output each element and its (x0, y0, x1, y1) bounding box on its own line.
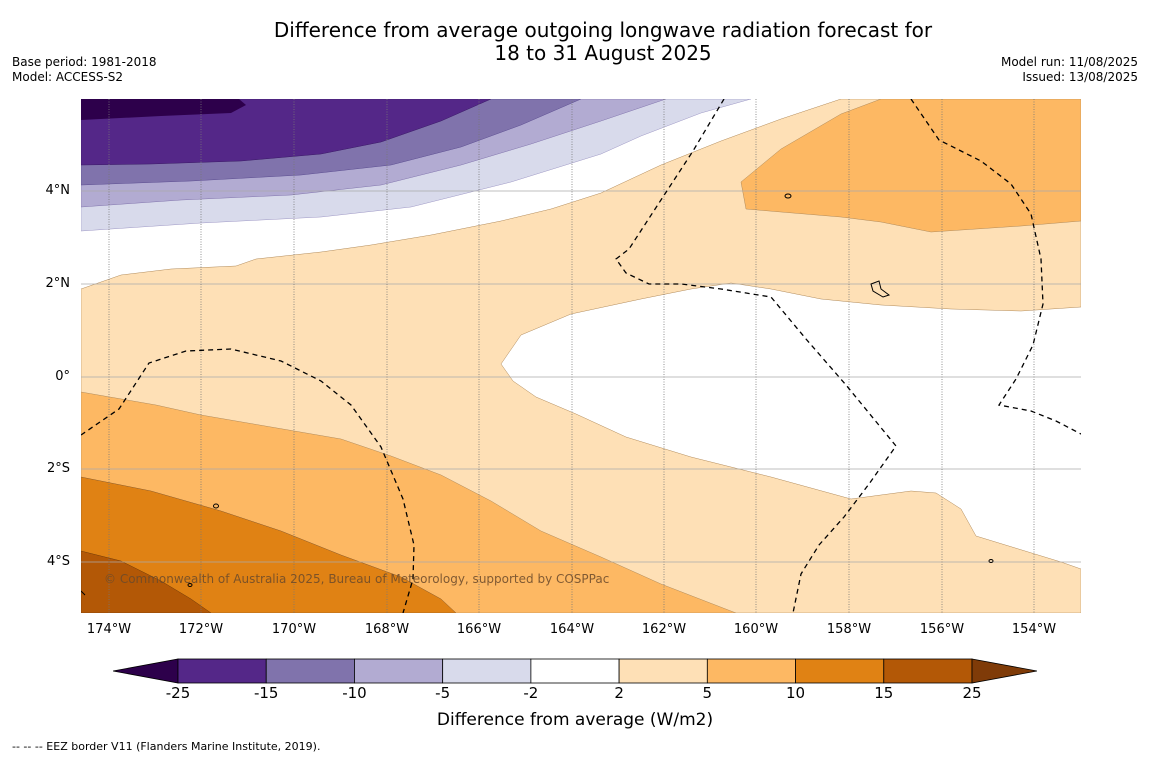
copyright-text: © Commonwealth of Australia 2025, Bureau… (104, 572, 610, 586)
island-a (784, 193, 792, 199)
meta-right: Model run: 11/08/2025 Issued: 13/08/2025 (1001, 55, 1138, 85)
latitude-gridlines (81, 190, 1081, 563)
colorbar-tick-label: -15 (253, 684, 279, 702)
colorbar-tick-label: -5 (435, 684, 451, 702)
colorbar-bin (442, 658, 532, 684)
island-f (187, 583, 193, 587)
colorbar-tick-label: 2 (614, 684, 624, 702)
colorbar-tick-label: -10 (342, 684, 367, 702)
island-e (81, 590, 86, 596)
meta-left: Base period: 1981-2018 Model: ACCESS-S2 (12, 55, 157, 85)
issued-text: Issued: 13/08/2025 (1022, 70, 1138, 84)
colorbar-tick-label: 15 (874, 684, 894, 702)
lon-label-170w: 170°W (271, 622, 317, 637)
lon-label-158w: 158°W (826, 622, 872, 637)
eez-borders (81, 99, 1081, 613)
colorbar-tick-label: 10 (786, 684, 806, 702)
region-10-to-15 (81, 476, 457, 613)
region-15-to-25 (81, 550, 212, 613)
colorbar-under-triangle (112, 658, 179, 684)
map-panel (81, 99, 1081, 613)
lon-label-162w: 162°W (641, 622, 687, 637)
colorbar-label: Difference from average (W/m2) (436, 710, 714, 730)
model-run-text: Model run: 11/08/2025 (1000, 55, 1138, 69)
colorbar-tick-label: -2 (523, 684, 539, 702)
colorbar-bin (265, 658, 355, 684)
colorbar-svg (112, 658, 1038, 684)
colorbar-bin (177, 658, 267, 684)
colorbar-bins (177, 658, 973, 684)
region-below-minus25 (81, 99, 246, 120)
colorbar-bin (618, 658, 708, 684)
map-title-line1: Difference from average outgoing longwav… (273, 18, 933, 42)
lon-label-160w: 160°W (733, 622, 779, 637)
colorbar-over-triangle (971, 658, 1038, 684)
longitude-gridlines (108, 99, 1035, 613)
lat-label-2s: 2°S (46, 461, 70, 476)
colorbar-bin (354, 658, 444, 684)
colorbar-bin (883, 658, 973, 684)
model-text: Model: ACCESS-S2 (12, 70, 124, 84)
map-title: Difference from average outgoing longwav… (0, 19, 1150, 65)
colorbar (112, 658, 1038, 684)
lon-label-164w: 164°W (549, 622, 595, 637)
island-outlines (81, 193, 994, 596)
map-svg (81, 99, 1081, 613)
lon-label-156w: 156°W (919, 622, 965, 637)
colorbar-tick-label: 5 (702, 684, 713, 702)
eez-border-west (81, 348, 415, 613)
region-5-to-10-northeast (740, 99, 1081, 233)
eez-border-center (615, 99, 897, 613)
lon-label-174w: 174°W (86, 622, 132, 637)
island-b (870, 280, 891, 298)
region-minus15-to-minus25 (81, 99, 492, 166)
lon-label-168w: 168°W (364, 622, 410, 637)
eez-border-east (910, 99, 1081, 435)
lat-label-4s: 4°S (46, 554, 70, 569)
lon-label-172w: 172°W (178, 622, 224, 637)
colorbar-tick-label: 25 (962, 684, 982, 702)
eez-footnote: -- -- -- EEZ border V11 (Flanders Marine… (12, 740, 321, 753)
island-c (213, 503, 219, 509)
colorbar-bin (530, 658, 620, 684)
lat-label-0: 0° (55, 369, 70, 384)
lon-label-166w: 166°W (456, 622, 502, 637)
base-period-text: Base period: 1981-2018 (12, 55, 157, 69)
lon-label-154w: 154°W (1011, 622, 1057, 637)
colorbar-tick-label: -25 (165, 684, 191, 702)
lat-label-2n: 2°N (45, 276, 71, 291)
colorbar-bin (795, 658, 885, 684)
island-d (988, 559, 994, 563)
map-title-line2: 18 to 31 August 2025 (494, 41, 712, 65)
colorbar-bin (706, 658, 796, 684)
lat-label-4n: 4°N (45, 183, 71, 198)
